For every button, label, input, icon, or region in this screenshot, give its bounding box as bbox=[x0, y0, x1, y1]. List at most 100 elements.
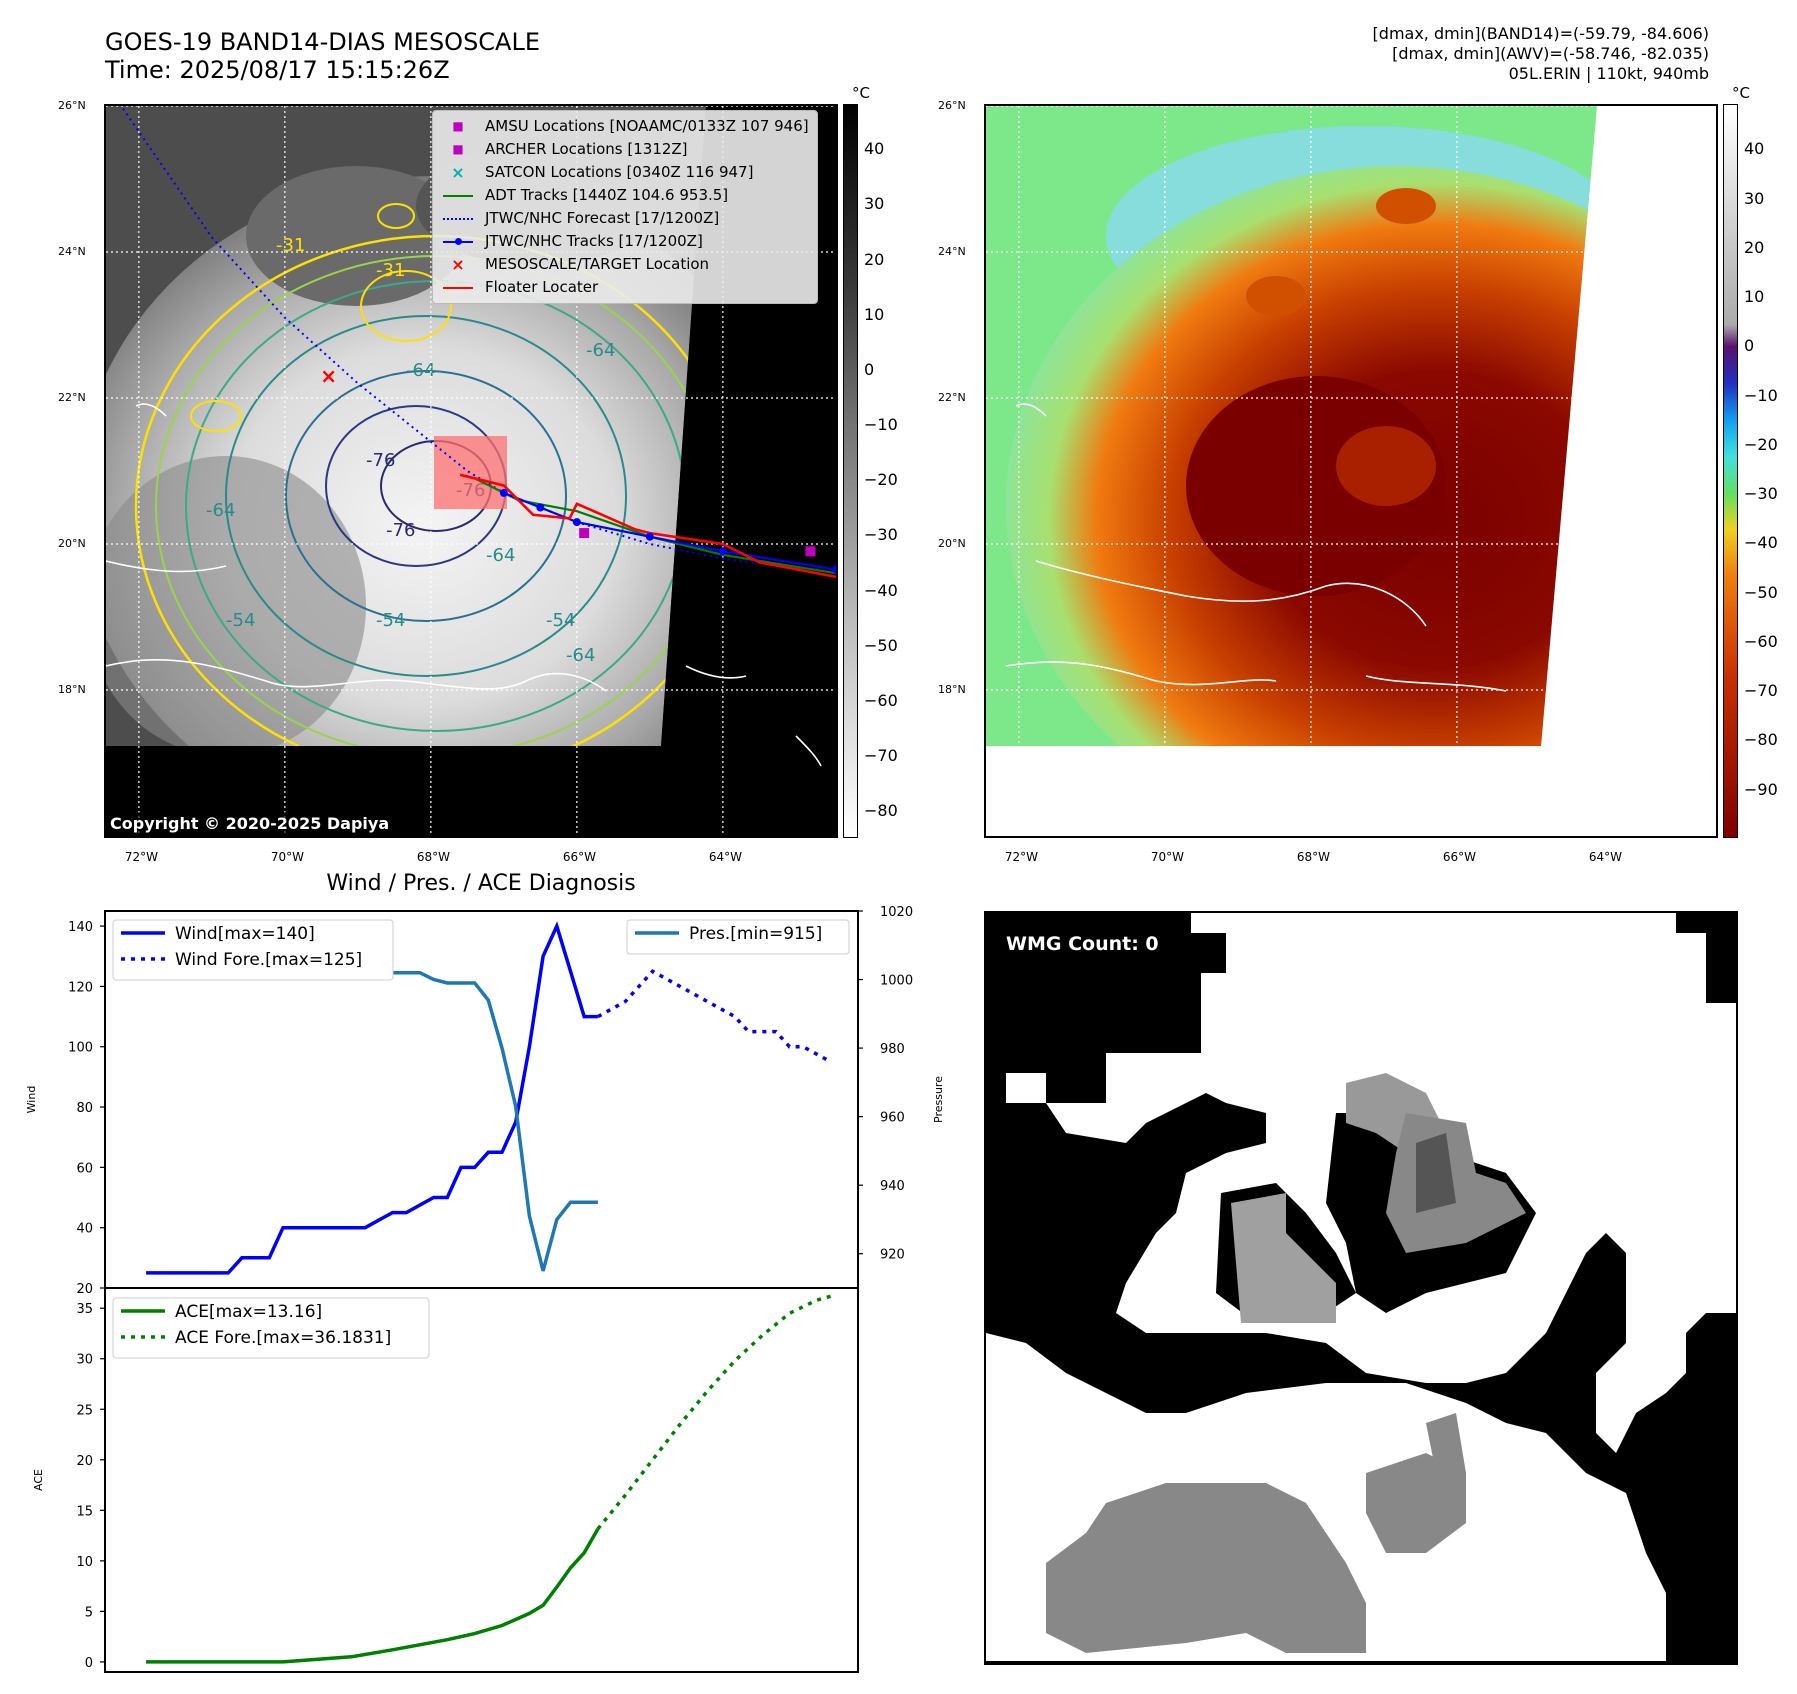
legend-label: Wind Fore.[max=125] bbox=[175, 950, 362, 970]
legend-label: ACE Fore.[max=36.1831] bbox=[175, 1328, 391, 1348]
nhc-track-point bbox=[832, 565, 836, 574]
forecast-track bbox=[119, 106, 836, 575]
legend-label: MESOSCALE/TARGET Location bbox=[485, 255, 710, 273]
legend-entry: ADT Tracks [1440Z 104.6 953.5] bbox=[441, 184, 809, 207]
pressure-tick-label: 920 bbox=[880, 1248, 905, 1263]
ace-tick-label: 35 bbox=[76, 1302, 93, 1317]
lon-label: 72°W bbox=[124, 850, 158, 864]
nhc-track-point bbox=[536, 503, 545, 512]
color-colorbar-unit: °C bbox=[1732, 84, 1750, 102]
wmg-image bbox=[986, 913, 1736, 1663]
color-colorbar-tick: −50 bbox=[1744, 582, 1778, 602]
contour-label: -54 bbox=[376, 610, 405, 631]
diagnosis-chart: Wind / Pres. / ACE Diagnosis 14012010080… bbox=[25, 871, 945, 1673]
contour-label: -64 bbox=[206, 500, 235, 521]
contour-label: -54 bbox=[226, 610, 255, 631]
wind-tick-label: 20 bbox=[76, 1282, 93, 1297]
chart-legend bbox=[112, 919, 394, 981]
info-awv: [dmax, dmin](AWV)=(-58.746, -82.035) bbox=[1392, 44, 1709, 63]
legend-swatch: × bbox=[451, 163, 465, 182]
lat-label: 22°N bbox=[58, 391, 86, 404]
color-colorbar-tick: 40 bbox=[1744, 139, 1765, 159]
ir-map-panel: -31-31-64-64-64-76-76-76-64-54-54-64-54 … bbox=[104, 104, 838, 838]
color-colorbar-tick: −70 bbox=[1744, 681, 1778, 701]
lon-label: 66°W bbox=[562, 850, 596, 864]
contour-label: -64 bbox=[406, 360, 435, 381]
legend-entry: × MESOSCALE/TARGET Location bbox=[441, 253, 809, 276]
figure-time: Time: 2025/08/17 15:15:26Z bbox=[105, 56, 450, 84]
legend-swatch: ■ bbox=[452, 119, 464, 133]
wind-tick-label: 80 bbox=[76, 1101, 93, 1116]
ace-tick-label: 30 bbox=[76, 1353, 93, 1368]
wind-tick-label: 40 bbox=[76, 1222, 93, 1237]
color-colorbar-tick: −10 bbox=[1744, 385, 1778, 405]
wind-tick-label: 100 bbox=[68, 1041, 93, 1056]
legend-swatch bbox=[441, 184, 475, 207]
color-colorbar-tick: 30 bbox=[1744, 188, 1765, 208]
lon-label: 70°W bbox=[270, 850, 304, 864]
archer-marker bbox=[579, 528, 590, 539]
chart-legend bbox=[112, 1297, 430, 1359]
color-colorbar-tick: −20 bbox=[1744, 434, 1778, 454]
gray-colorbar-tick: −70 bbox=[864, 746, 898, 766]
info-block: [dmax, dmin](BAND14)=(-59.79, -84.606) [… bbox=[1373, 24, 1709, 84]
series-line bbox=[146, 921, 598, 1275]
contour-label: -76 bbox=[366, 450, 395, 471]
gray-colorbar-tick: 0 bbox=[864, 359, 875, 379]
lat-label: 20°N bbox=[58, 537, 86, 550]
wind-tick-label: 120 bbox=[68, 980, 93, 995]
contour-label: -54 bbox=[546, 610, 575, 631]
lat-label: 26°N bbox=[58, 99, 86, 112]
nhc-track-point bbox=[718, 547, 727, 556]
chart-legend bbox=[626, 919, 850, 955]
lat-label: 26°N bbox=[938, 99, 966, 112]
ace-tick-label: 15 bbox=[76, 1504, 93, 1519]
color-map-panel bbox=[984, 104, 1718, 838]
legend-label: Wind[max=140] bbox=[175, 924, 315, 944]
map-gridlines bbox=[986, 106, 1716, 836]
color-colorbar-tick: 20 bbox=[1744, 237, 1765, 257]
legend-label: AMSU Locations [NOAAMC/0133Z 107 946] bbox=[485, 117, 809, 135]
wind-axis-label: Wind bbox=[25, 1086, 38, 1114]
lon-label: 64°W bbox=[708, 850, 742, 864]
legend-label: ACE[max=13.16] bbox=[175, 1302, 322, 1322]
wind-tick-label: 140 bbox=[68, 920, 93, 935]
gray-colorbar-tick: 40 bbox=[864, 139, 885, 159]
gray-colorbar-tick: −20 bbox=[864, 470, 898, 490]
lat-label: 20°N bbox=[938, 537, 966, 550]
ace-tick-label: 5 bbox=[85, 1605, 93, 1620]
pressure-tick-label: 960 bbox=[880, 1111, 905, 1126]
pressure-axis-label: Pressure bbox=[932, 1076, 945, 1123]
nhc-track-point bbox=[572, 518, 581, 527]
legend-entry: ■ AMSU Locations [NOAAMC/0133Z 107 946] bbox=[441, 115, 809, 138]
pressure-tick-label: 1020 bbox=[880, 905, 913, 920]
legend-label: JTWC/NHC Forecast [17/1200Z] bbox=[485, 209, 720, 227]
pressure-tick-label: 940 bbox=[880, 1179, 905, 1194]
gray-colorbar-tick: 30 bbox=[864, 194, 885, 214]
pressure-tick-label: 980 bbox=[880, 1042, 905, 1057]
gray-colorbar-tick: −10 bbox=[864, 415, 898, 435]
lat-label: 22°N bbox=[938, 391, 966, 404]
color-colorbar bbox=[1723, 104, 1738, 838]
lon-label: 68°W bbox=[416, 850, 450, 864]
legend-swatch bbox=[441, 230, 475, 253]
lon-label: 66°W bbox=[1442, 850, 1476, 864]
legend-entry: Floater Locater bbox=[441, 276, 809, 299]
wind-tick-label: 60 bbox=[76, 1161, 93, 1176]
legend-swatch: × bbox=[451, 255, 465, 274]
legend-swatch bbox=[441, 276, 475, 299]
series-line bbox=[597, 969, 832, 1064]
contour-label: -76 bbox=[386, 520, 415, 541]
target-marker: × bbox=[320, 364, 337, 388]
color-colorbar-tick: −40 bbox=[1744, 533, 1778, 553]
series-line bbox=[146, 1528, 600, 1664]
ace-tick-label: 10 bbox=[76, 1555, 93, 1570]
wmg-count-badge: WMG Count: 0 bbox=[998, 929, 1167, 959]
pressure-tick-label: 1000 bbox=[880, 974, 913, 989]
lat-label: 18°N bbox=[58, 683, 86, 696]
gray-colorbar-tick: −80 bbox=[864, 801, 898, 821]
contour-label: -31 bbox=[276, 235, 305, 256]
target-box bbox=[434, 436, 507, 509]
color-colorbar-tick: −30 bbox=[1744, 484, 1778, 504]
legend-label: JTWC/NHC Tracks [17/1200Z] bbox=[485, 232, 703, 250]
